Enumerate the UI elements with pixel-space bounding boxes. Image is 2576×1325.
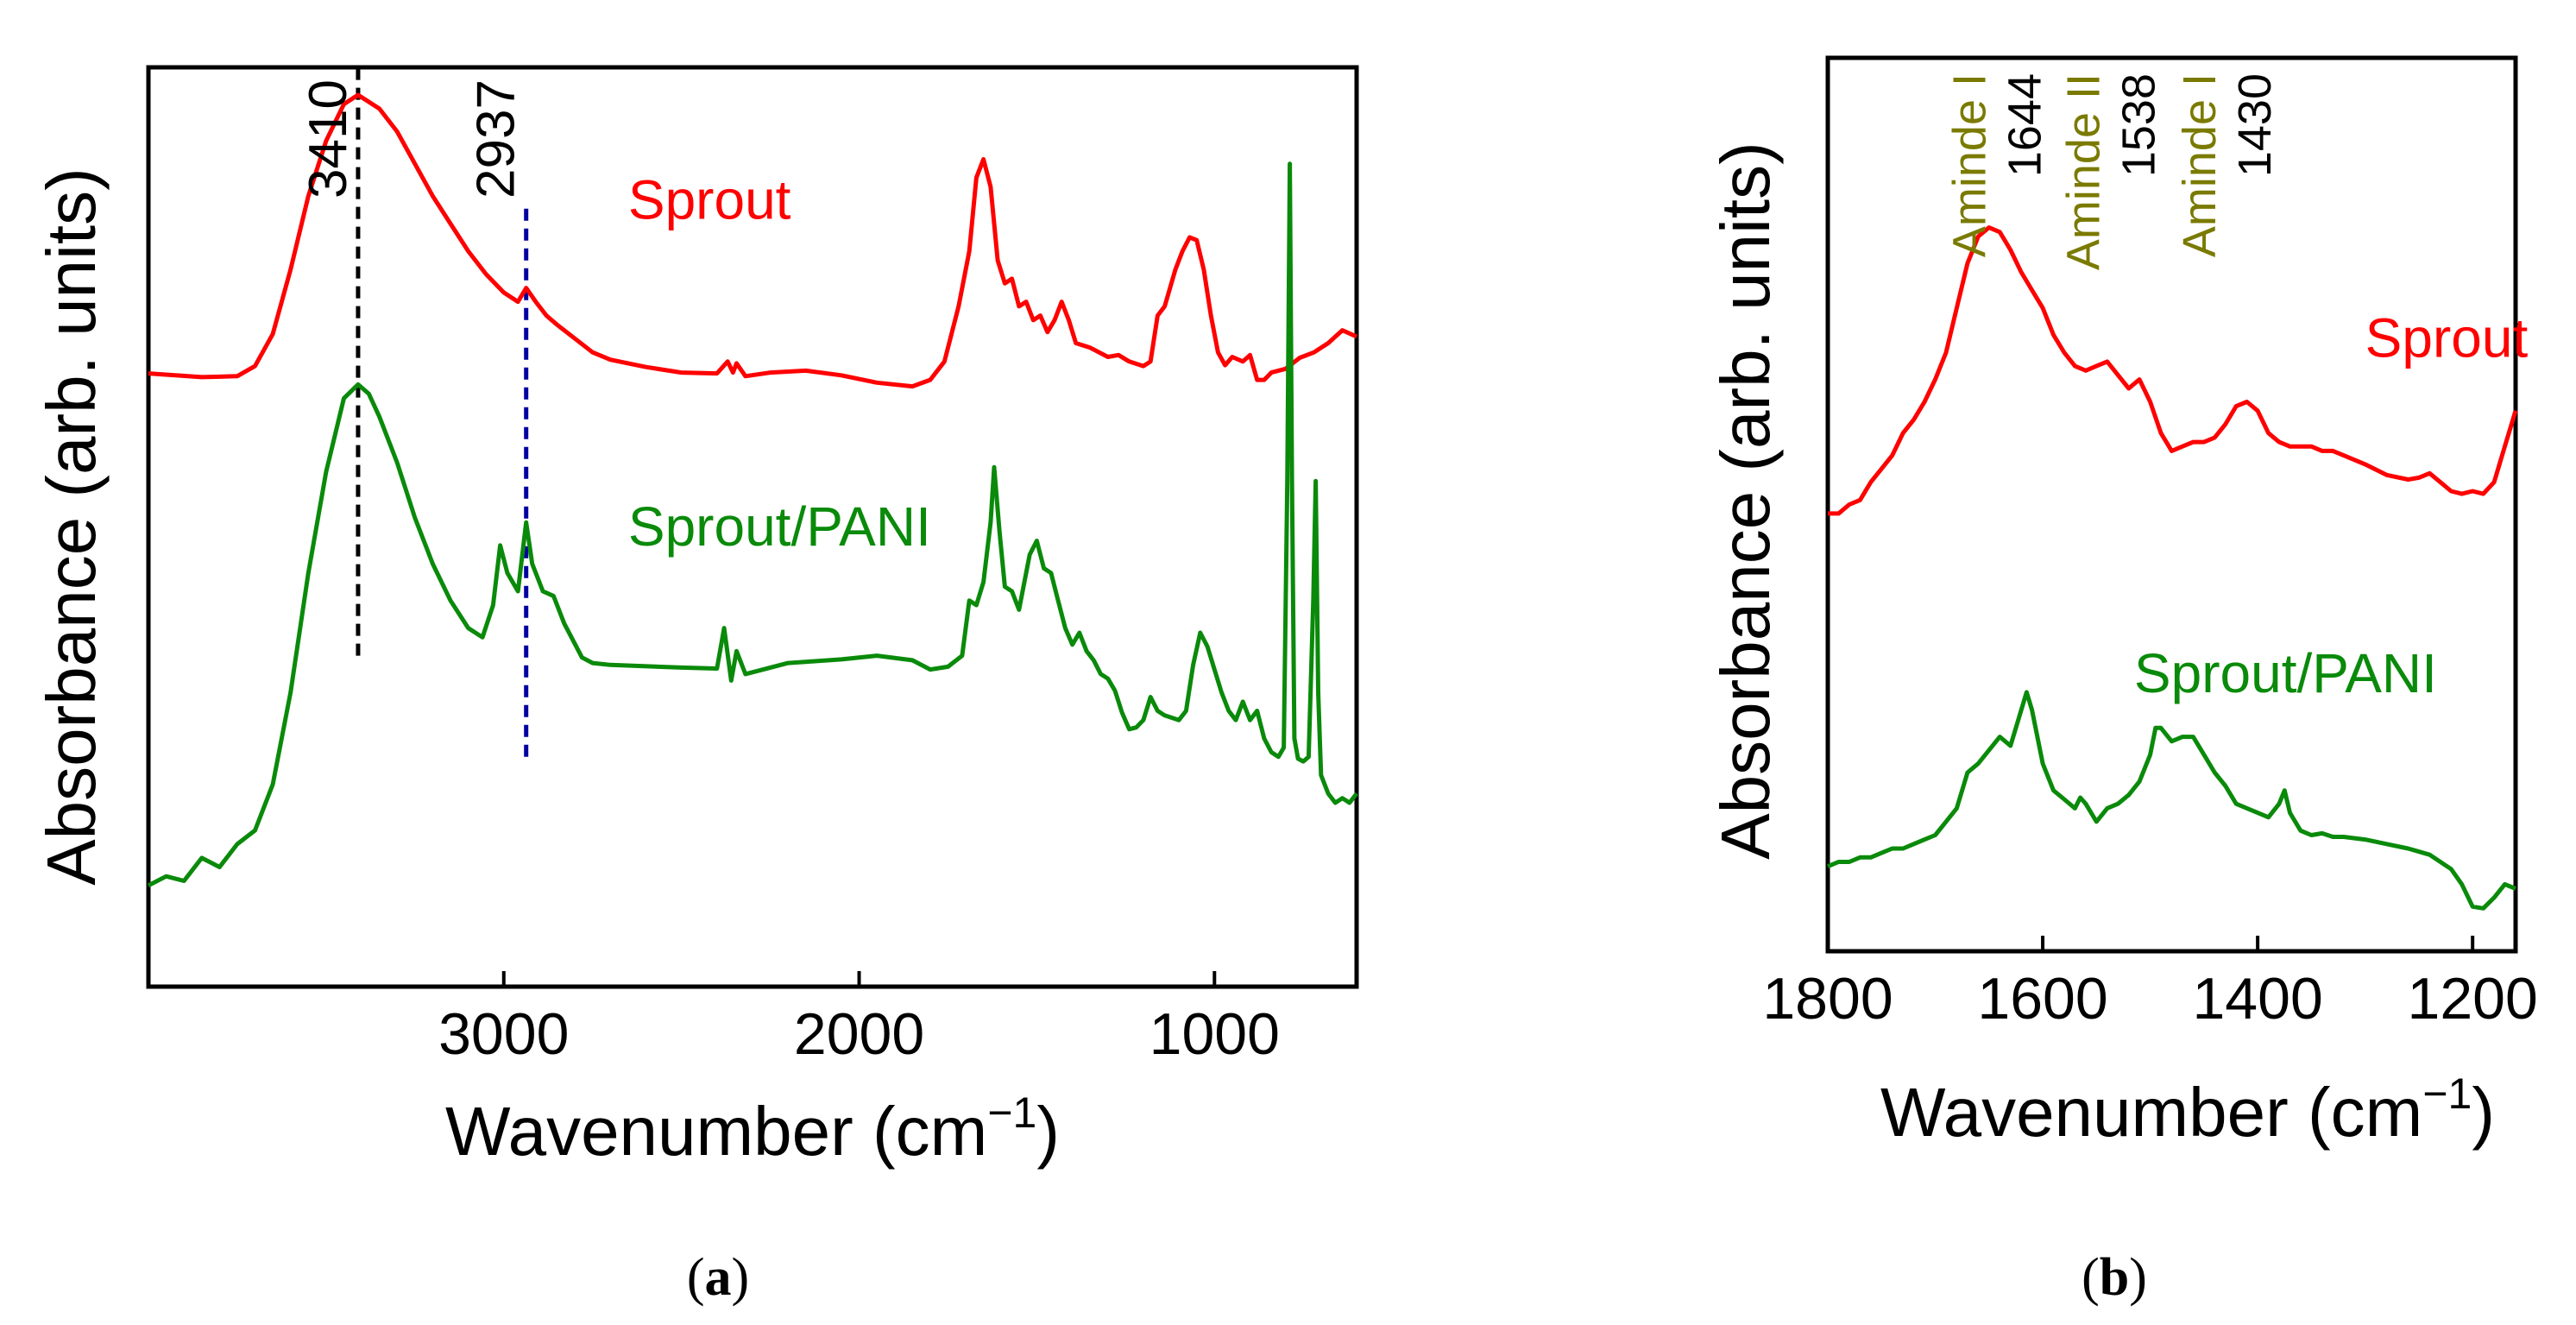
x-tick-label-b-1600: 1600	[1977, 966, 2107, 1032]
band-label-1: Aminde II	[2057, 73, 2109, 270]
x-tick-label-b-1800: 1800	[1762, 966, 1893, 1032]
series-label-a-sprout-pani: Sprout/PANI	[628, 495, 931, 558]
series-label-b-sprout-pani: Sprout/PANI	[2134, 642, 2437, 704]
series-line-a-sprout-pani	[147, 161, 1358, 888]
band-value-1538: 1538	[2113, 73, 2164, 177]
x-tick-label-a-1000: 1000	[1149, 1001, 1280, 1067]
series-line-b-sprout-pani	[1827, 690, 2516, 911]
series-labels-b: Sprout Sprout/PANI	[2134, 307, 2529, 704]
guide-label-2937: 2937	[467, 79, 526, 199]
series-label-a-sprout: Sprout	[628, 169, 791, 231]
x-tick-label-a-3000: 3000	[438, 1001, 569, 1067]
x-axis-title-a-close: )	[1036, 1093, 1060, 1170]
caption-b: (b)	[2082, 1248, 2147, 1307]
x-axis-title-b-sup: −1	[2422, 1069, 2472, 1118]
band-label-2: Aminde I	[2174, 73, 2226, 257]
x-tick-label-b-1200: 1200	[2408, 966, 2538, 1032]
guide-label-3410: 3410	[299, 79, 358, 199]
x-axis-title-a: Wavenumber (cm−1)	[445, 1088, 1060, 1170]
guide-lines-a	[356, 67, 529, 757]
x-tick-label-a-2000: 2000	[794, 1001, 924, 1067]
panel-a: 3000 2000 1000 3410 2937 SproutSprout/PANI …	[33, 65, 1359, 1307]
plot-frame-b	[1825, 55, 2518, 954]
series-group-a	[147, 92, 1358, 888]
plot-frame-a	[146, 65, 1359, 989]
x-axis-title-a-text: Wavenumber (cm	[445, 1093, 987, 1170]
band-annotations-b: Aminde I 1644 Aminde II 1538 Aminde I 1430	[1943, 73, 2280, 270]
y-axis-title-a: Absorbance (arb. units)	[33, 167, 110, 886]
band-value-1644: 1644	[1999, 73, 2050, 177]
series-group-b	[1827, 225, 2518, 911]
x-ticks-b: 1800 1600 1400 1200	[1762, 936, 2538, 1032]
series-line-a-sprout	[148, 92, 1358, 389]
band-value-1430: 1430	[2229, 73, 2281, 177]
panel-b: 1800 1600 1400 1200 Aminde I 1644 Aminde II 15…	[1707, 55, 2538, 1307]
x-axis-title-b: Wavenumber (cm−1)	[1880, 1069, 2495, 1151]
x-ticks-a: 3000 2000 1000	[438, 971, 1280, 1067]
series-label-b-sprout: Sprout	[2365, 307, 2529, 369]
x-axis-title-a-sup: −1	[987, 1088, 1036, 1137]
x-tick-label-b-1400: 1400	[2192, 966, 2322, 1032]
series-labels-a: Sprout Sprout/PANI	[628, 169, 931, 558]
caption-a: (a)	[687, 1248, 749, 1307]
guide-labels-a: 3410 2937	[299, 79, 526, 199]
y-axis-title-b: Absorbance (arb. units)	[1707, 142, 1784, 860]
x-axis-title-b-text: Wavenumber (cm	[1880, 1074, 2422, 1151]
band-label-0: Aminde I	[1943, 73, 1995, 257]
x-axis-title-b-close: )	[2472, 1074, 2495, 1151]
series-line-b-sprout	[1828, 225, 2518, 516]
